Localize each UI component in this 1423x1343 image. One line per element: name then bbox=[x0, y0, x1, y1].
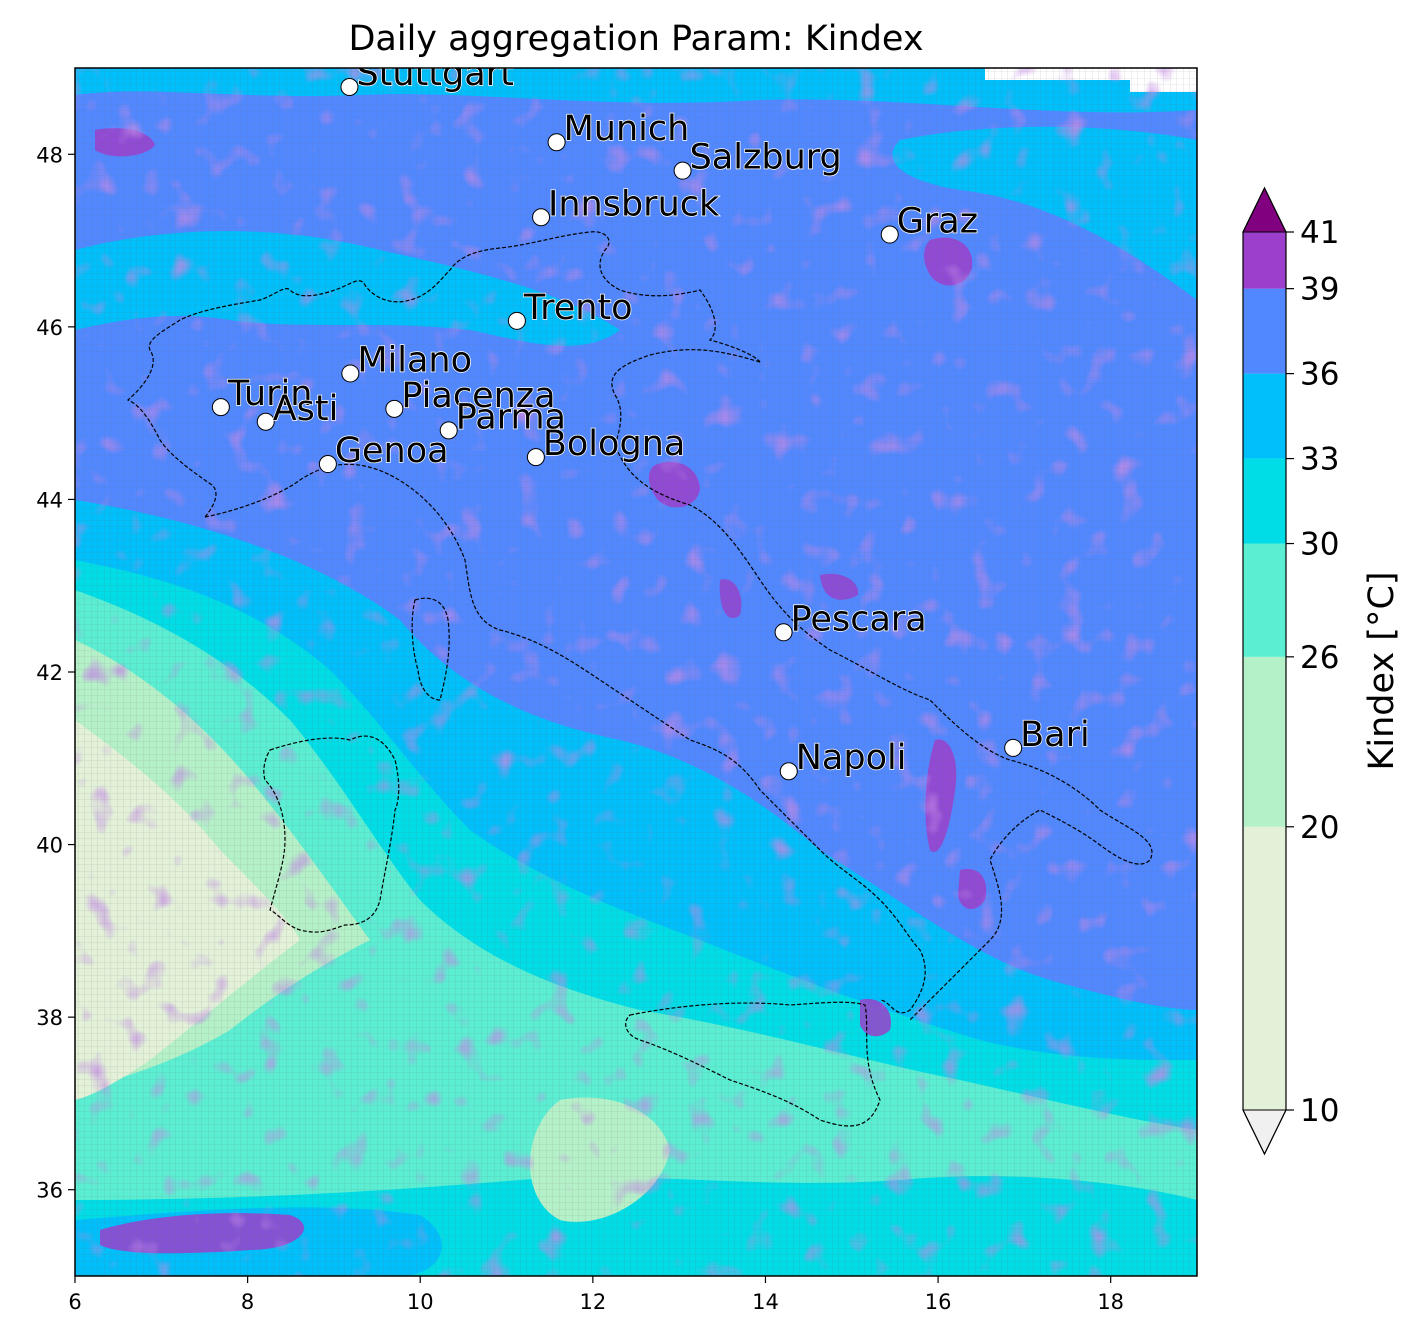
y-tick-label: 44 bbox=[36, 488, 63, 512]
city-parma: Parma bbox=[439, 397, 567, 440]
city-munich: Munich bbox=[547, 108, 690, 152]
y-axis-ticks: 36 38 40 42 44 46 48 bbox=[36, 143, 75, 1203]
city-marker bbox=[547, 133, 566, 152]
city-label: Salzburg bbox=[690, 138, 842, 178]
city-marker bbox=[673, 161, 692, 180]
corsica-coast bbox=[411, 597, 450, 701]
colorbar-tick-label: 33 bbox=[1300, 442, 1339, 478]
coastlines-and-borders bbox=[126, 231, 1153, 1127]
city-label: Parma bbox=[456, 397, 566, 437]
x-tick-label: 8 bbox=[241, 1290, 254, 1314]
chart-title: Daily aggregation Param: Kindex bbox=[348, 19, 923, 59]
y-tick-label: 46 bbox=[36, 316, 63, 340]
city-label: Bari bbox=[1020, 715, 1090, 755]
x-tick-label: 12 bbox=[579, 1290, 606, 1314]
colorbar-under-extension bbox=[1242, 1109, 1287, 1156]
colorbar-segment bbox=[1243, 232, 1286, 289]
city-marker bbox=[774, 623, 793, 642]
city-marker bbox=[385, 399, 404, 418]
city-graz: Graz bbox=[880, 201, 979, 244]
colorbar-tick-label: 30 bbox=[1300, 527, 1339, 563]
city-napoli: Napoli bbox=[779, 737, 907, 781]
city-marker bbox=[256, 412, 275, 431]
colorbar-tick-label: 10 bbox=[1300, 1093, 1339, 1129]
city-marker bbox=[526, 448, 545, 467]
city-turin: Turin bbox=[211, 373, 313, 417]
city-marker bbox=[341, 364, 360, 383]
x-tick-label: 6 bbox=[68, 1290, 81, 1314]
city-label: Pescara bbox=[791, 599, 927, 639]
sardinia-coast bbox=[263, 735, 400, 933]
city-innsbruck: Innsbruck bbox=[532, 184, 721, 227]
city-marker bbox=[1004, 738, 1023, 757]
city-label: Bologna bbox=[543, 424, 685, 464]
city-salzburg: Salzburg bbox=[673, 137, 843, 180]
x-tick-label: 16 bbox=[925, 1290, 952, 1314]
colorbar-segment bbox=[1243, 373, 1286, 459]
city-label: Milano bbox=[357, 340, 472, 380]
sicily-coast bbox=[625, 1001, 881, 1127]
city-label: Asti bbox=[273, 389, 339, 429]
colorbar-tick-label: 36 bbox=[1300, 357, 1339, 393]
colorbar-segment bbox=[1243, 458, 1286, 544]
italy-alpine-border bbox=[126, 231, 761, 518]
x-axis-ticks: 6 8 10 12 14 16 18 bbox=[68, 1276, 1124, 1314]
city-label: Stuttgart bbox=[356, 54, 513, 94]
colorbar-segment bbox=[1243, 826, 1286, 1110]
y-tick-label: 48 bbox=[36, 143, 63, 167]
city-genoa: Genoa bbox=[318, 430, 449, 474]
city-trento: Trento bbox=[507, 287, 633, 330]
city-marker bbox=[318, 455, 337, 474]
city-label: Turin bbox=[227, 374, 313, 414]
city-label: Piacenza bbox=[401, 376, 555, 416]
city-label: Graz bbox=[897, 202, 978, 242]
city-pescara: Pescara bbox=[774, 599, 927, 642]
y-tick-label: 38 bbox=[36, 1006, 63, 1030]
city-marker bbox=[507, 311, 526, 330]
city-marker bbox=[880, 225, 899, 244]
city-milano: Milano bbox=[341, 340, 473, 383]
city-label: Munich bbox=[564, 109, 690, 149]
colorbar-segment bbox=[1243, 543, 1286, 657]
colorbar-segment bbox=[1243, 288, 1286, 374]
city-marker bbox=[532, 208, 551, 227]
city-bari: Bari bbox=[1004, 714, 1090, 757]
city-label: Trento bbox=[523, 288, 633, 328]
city-asti: Asti bbox=[256, 388, 339, 431]
y-tick-label: 40 bbox=[36, 834, 63, 858]
colorbar-tick-label: 41 bbox=[1300, 215, 1339, 251]
colorbar-tick-label: 39 bbox=[1300, 272, 1339, 308]
x-tick-label: 18 bbox=[1097, 1290, 1124, 1314]
italy-coast-tyrrhenian bbox=[204, 463, 926, 1014]
city-piacenza: Piacenza bbox=[385, 375, 556, 418]
italy-coast-adriatic bbox=[611, 349, 1153, 1021]
field-bands bbox=[75, 68, 1197, 1276]
colorbar: 10 20 26 30 33 36 39 41 Kindex [°C] bbox=[1242, 186, 1402, 1156]
city-label: Genoa bbox=[335, 431, 449, 471]
city-marker bbox=[439, 421, 458, 440]
y-tick-label: 42 bbox=[36, 661, 63, 685]
city-label: Innsbruck bbox=[548, 184, 720, 224]
city-marker bbox=[211, 398, 230, 417]
city-label: Napoli bbox=[796, 738, 907, 778]
x-tick-label: 14 bbox=[752, 1290, 779, 1314]
colorbar-over-extension bbox=[1242, 186, 1287, 233]
colorbar-tick-label: 26 bbox=[1300, 640, 1339, 676]
colorbar-segment bbox=[1243, 656, 1286, 827]
colorbar-title: Kindex [°C] bbox=[1362, 571, 1402, 770]
x-tick-label: 10 bbox=[407, 1290, 434, 1314]
city-marker bbox=[779, 762, 798, 781]
city-marker bbox=[340, 77, 359, 96]
y-tick-label: 36 bbox=[36, 1179, 63, 1203]
city-stuttgart: Stuttgart bbox=[340, 54, 515, 96]
city-bologna: Bologna bbox=[526, 423, 686, 467]
colorbar-tick-label: 20 bbox=[1300, 810, 1339, 846]
